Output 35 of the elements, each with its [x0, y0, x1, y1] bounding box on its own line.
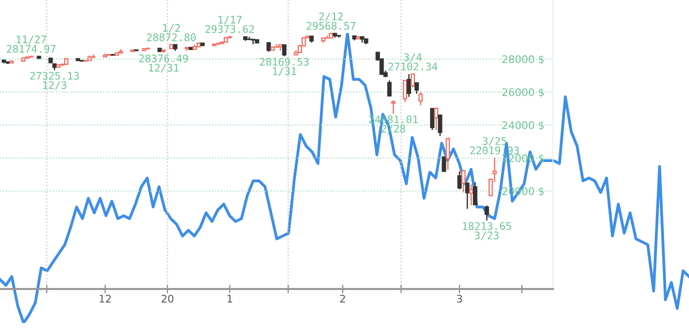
- x-tick-label: 1: [228, 294, 232, 302]
- x-tick-label: 20: [162, 294, 174, 303]
- annotation: 1/2 28872.80: [147, 24, 196, 42]
- annotation: 28169.53 1/31: [260, 58, 309, 76]
- candlestick: [484, 204, 489, 222]
- candlestick: [472, 182, 478, 206]
- candlestick: [430, 108, 434, 131]
- candlestick: [414, 82, 419, 94]
- annotation: 28376.49 12/31: [139, 54, 188, 73]
- annotation: 18213.65 3/23: [462, 222, 512, 240]
- candlestick: [282, 44, 286, 57]
- candlestick: [438, 114, 442, 137]
- x-tick-label: 12: [100, 294, 111, 302]
- annotation: 3/4 27102.34: [388, 53, 438, 70]
- x-tick-label: 2: [340, 294, 345, 302]
- annotation: 2/12 29568.57: [306, 12, 356, 30]
- y-tick-label: 28000 $: [502, 55, 544, 65]
- candlestick: [387, 80, 392, 97]
- x-tick-label: 3: [457, 294, 462, 303]
- candlestick: [446, 138, 450, 170]
- annotation: 11/27 28174.97: [6, 36, 56, 53]
- candlestick: [266, 42, 271, 52]
- candlestick: [465, 182, 470, 210]
- candlestick: [434, 108, 438, 131]
- y-tick-label: 24000 $: [502, 121, 544, 131]
- candlestick: [406, 74, 412, 98]
- candlestick: [418, 91, 423, 106]
- annotation: 1/17 29373.62: [205, 16, 254, 33]
- candlestick: [442, 156, 446, 173]
- candlestick: [410, 73, 415, 88]
- annotation: 27325.13 12/3: [30, 72, 79, 90]
- candlestick: [461, 169, 466, 193]
- candlestick: [391, 100, 396, 114]
- y-tick-label: 26000 $: [502, 88, 544, 98]
- candlestick: [469, 184, 474, 206]
